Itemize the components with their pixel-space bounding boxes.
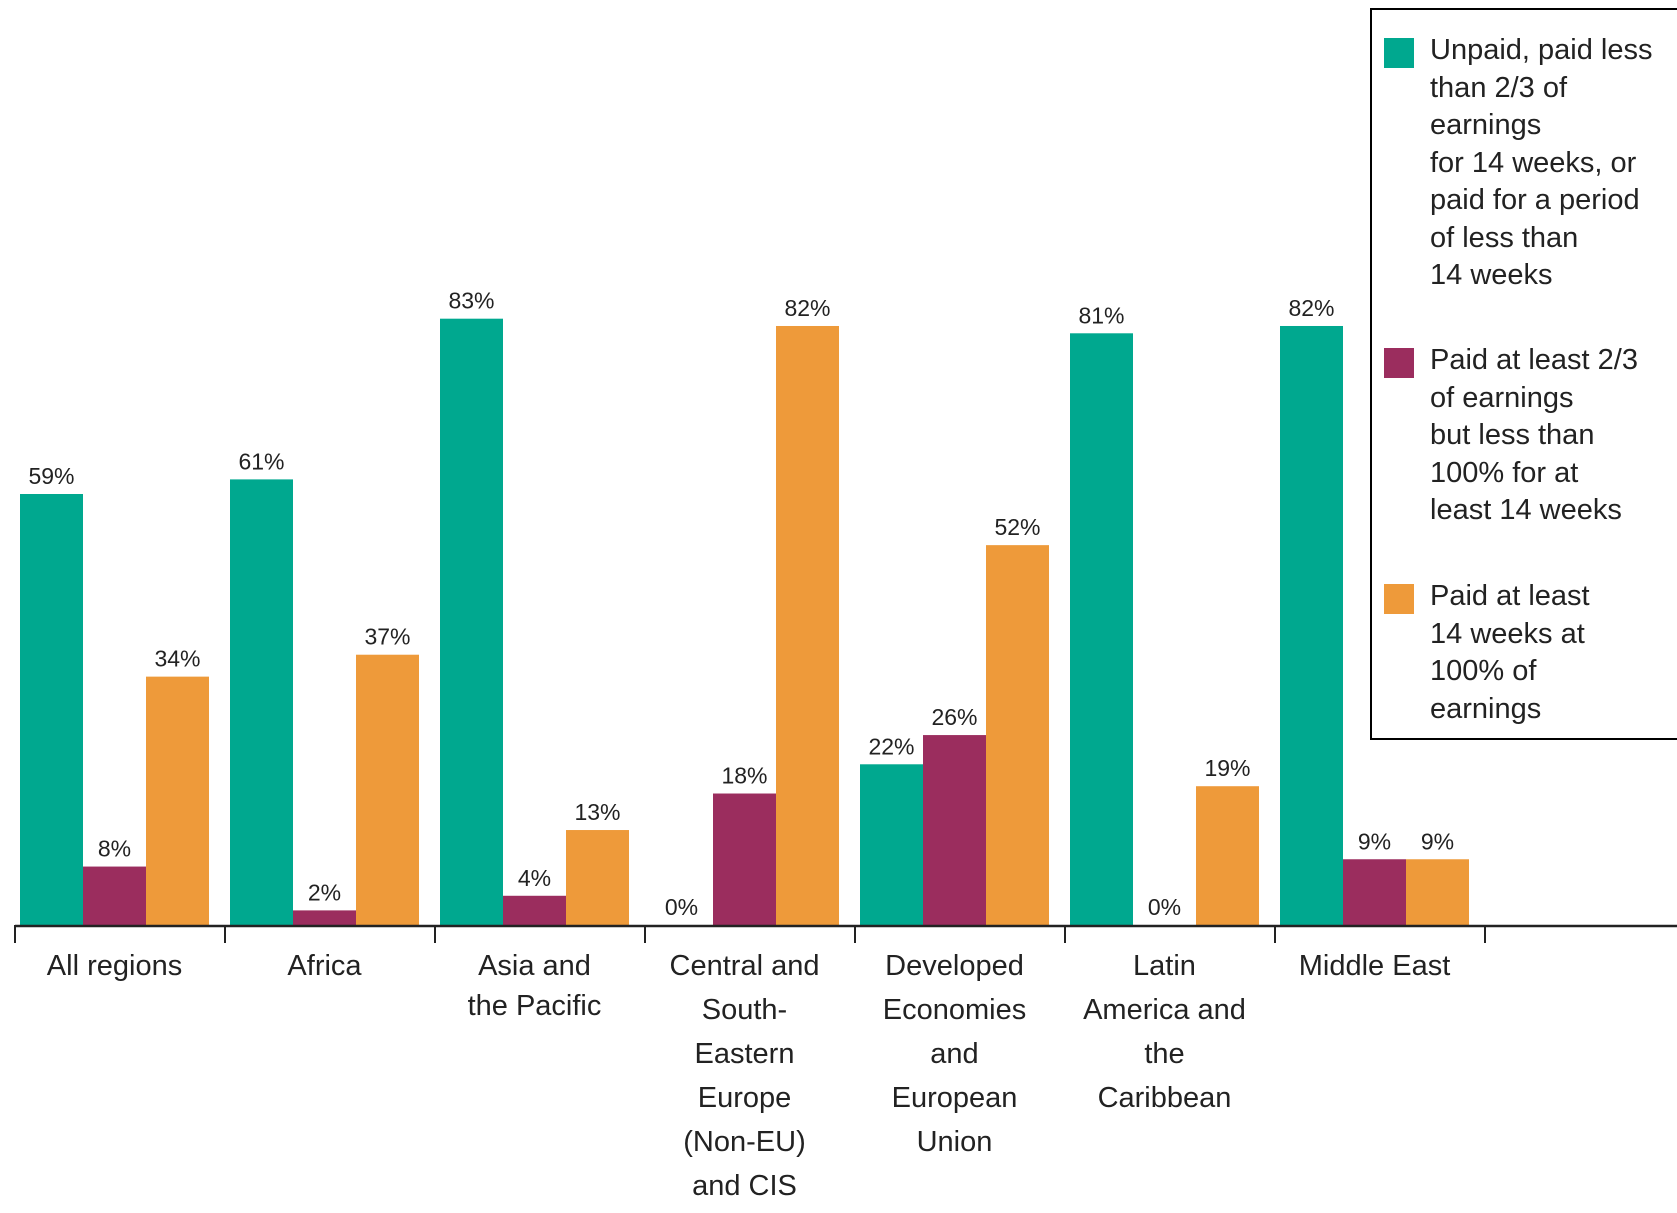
- bar-africa-s3: [356, 654, 419, 925]
- category-label-africa: Africa: [287, 950, 362, 982]
- bar-all-regions-s1: [20, 494, 83, 925]
- bar-all-regions-s2: [83, 866, 146, 925]
- value-label-africa-s2: 2%: [308, 879, 341, 905]
- value-label-all-regions-s2: 8%: [98, 836, 131, 862]
- category-label-middle-east: Middle East: [1299, 950, 1451, 982]
- bar-asia-and-the-pacific-s2: [503, 895, 566, 925]
- value-label-asia-and-the-pacific-s1: 83%: [448, 288, 494, 314]
- bar-middle-east-s3: [1406, 859, 1469, 925]
- legend: Unpaid, paid less than 2/3 of earnings f…: [1370, 8, 1677, 740]
- bar-middle-east-s1: [1280, 325, 1343, 925]
- bar-central-and-south-eastern-europe-non-eu-and-cis-s3: [776, 325, 839, 925]
- value-label-middle-east-s2: 9%: [1358, 828, 1391, 854]
- bar-middle-east-s2: [1343, 859, 1406, 925]
- legend-swatch-unpaid: [1384, 38, 1414, 68]
- legend-label-unpaid: Unpaid, paid less than 2/3 of earnings f…: [1430, 34, 1653, 291]
- legend-label-paid-two-thirds: Paid at least 2/3 of earnings but less t…: [1430, 344, 1638, 526]
- bar-developed-economies-and-european-union-s1: [860, 764, 923, 925]
- value-label-developed-economies-and-european-union-s1: 22%: [868, 733, 914, 759]
- bar-asia-and-the-pacific-s3: [566, 830, 629, 925]
- value-label-central-and-south-eastern-europe-non-eu-and-cis-s2: 18%: [721, 763, 767, 789]
- value-label-asia-and-the-pacific-s3: 13%: [574, 799, 620, 825]
- bar-all-regions-s3: [146, 676, 209, 925]
- bar-developed-economies-and-european-union-s3: [986, 545, 1049, 925]
- bar-developed-economies-and-european-union-s2: [923, 735, 986, 925]
- category-label-developed-economies-and-european-union: Developed Economies and European Union: [883, 950, 1026, 1158]
- value-label-all-regions-s3: 34%: [154, 646, 200, 672]
- category-label-all-regions: All regions: [47, 950, 182, 982]
- value-label-africa-s3: 37%: [364, 624, 410, 650]
- bar-latin-america-and-the-caribbean-s1: [1070, 333, 1133, 925]
- value-label-africa-s1: 61%: [238, 448, 284, 474]
- bar-africa-s2: [293, 910, 356, 925]
- value-label-central-and-south-eastern-europe-non-eu-and-cis-s1: 0%: [665, 894, 698, 920]
- category-label-asia-and-the-pacific: Asia and the Pacific: [468, 950, 602, 1022]
- value-label-latin-america-and-the-caribbean-s1: 81%: [1078, 302, 1124, 328]
- legend-swatch-paid-two-thirds: [1384, 348, 1414, 378]
- bar-latin-america-and-the-caribbean-s3: [1196, 786, 1259, 925]
- legend-label-paid-full: Paid at least 14 weeks at 100% of earnin…: [1430, 580, 1590, 725]
- value-label-asia-and-the-pacific-s2: 4%: [518, 865, 551, 891]
- category-label-central-and-south-eastern-europe-non-eu-and-cis: Central and South-Eastern Europe (Non-EU) an…: [670, 950, 820, 1202]
- value-label-all-regions-s1: 59%: [28, 463, 74, 489]
- bar-africa-s1: [230, 479, 293, 925]
- bar-central-and-south-eastern-europe-non-eu-and-cis-s2: [713, 793, 776, 925]
- value-label-developed-economies-and-european-union-s3: 52%: [994, 514, 1040, 540]
- value-label-central-and-south-eastern-europe-non-eu-and-cis-s3: 82%: [784, 295, 830, 321]
- value-label-middle-east-s1: 82%: [1288, 295, 1334, 321]
- legend-swatch-paid-full: [1384, 584, 1414, 614]
- value-label-middle-east-s3: 9%: [1421, 828, 1454, 854]
- value-label-latin-america-and-the-caribbean-s2: 0%: [1148, 894, 1181, 920]
- bar-asia-and-the-pacific-s1: [440, 318, 503, 925]
- category-label-latin-america-and-the-caribbean: Latin America and the Caribbean: [1083, 950, 1246, 1114]
- value-label-latin-america-and-the-caribbean-s3: 19%: [1204, 755, 1250, 781]
- value-label-developed-economies-and-european-union-s2: 26%: [931, 704, 977, 730]
